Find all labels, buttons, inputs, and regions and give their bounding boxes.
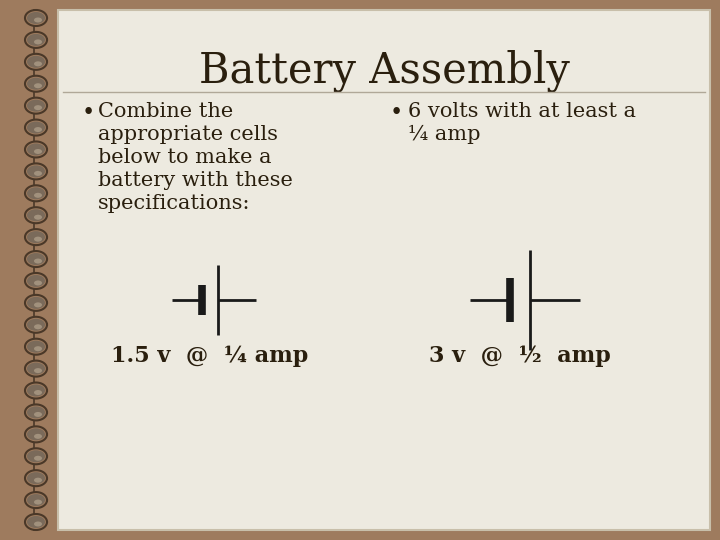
Ellipse shape (25, 10, 47, 26)
Ellipse shape (34, 193, 42, 198)
Ellipse shape (25, 251, 47, 267)
Ellipse shape (34, 522, 42, 526)
Ellipse shape (27, 516, 45, 528)
Ellipse shape (27, 12, 45, 24)
Text: 3 v  @  ½  amp: 3 v @ ½ amp (429, 345, 611, 367)
Ellipse shape (27, 384, 45, 396)
Text: Battery Assembly: Battery Assembly (199, 50, 570, 92)
Ellipse shape (34, 127, 42, 132)
Ellipse shape (27, 341, 45, 353)
Ellipse shape (34, 478, 42, 483)
Ellipse shape (25, 470, 47, 486)
Ellipse shape (25, 185, 47, 201)
Ellipse shape (25, 382, 47, 399)
Ellipse shape (27, 187, 45, 199)
Ellipse shape (25, 98, 47, 113)
Ellipse shape (25, 76, 47, 92)
Ellipse shape (34, 325, 42, 329)
Ellipse shape (34, 280, 42, 286)
Ellipse shape (25, 448, 47, 464)
Text: •: • (82, 102, 95, 124)
Ellipse shape (27, 100, 45, 112)
Ellipse shape (25, 361, 47, 376)
Ellipse shape (34, 259, 42, 264)
Ellipse shape (34, 62, 42, 66)
Ellipse shape (25, 207, 47, 223)
Ellipse shape (25, 427, 47, 442)
Ellipse shape (25, 119, 47, 136)
Text: •: • (390, 102, 403, 124)
Text: specifications:: specifications: (98, 194, 251, 213)
Ellipse shape (25, 339, 47, 355)
Ellipse shape (25, 229, 47, 245)
Ellipse shape (27, 34, 45, 46)
Ellipse shape (34, 456, 42, 461)
Ellipse shape (27, 275, 45, 287)
Ellipse shape (27, 319, 45, 331)
Ellipse shape (34, 149, 42, 154)
Ellipse shape (25, 164, 47, 179)
Text: 1.5 v  @  ¼ amp: 1.5 v @ ¼ amp (112, 345, 309, 367)
Text: appropriate cells: appropriate cells (98, 125, 278, 144)
Text: below to make a: below to make a (98, 148, 271, 167)
Ellipse shape (34, 215, 42, 220)
Ellipse shape (27, 122, 45, 133)
Text: 6 volts with at least a: 6 volts with at least a (408, 102, 636, 121)
Text: battery with these: battery with these (98, 171, 293, 190)
Ellipse shape (27, 78, 45, 90)
Ellipse shape (25, 404, 47, 421)
Ellipse shape (27, 428, 45, 440)
Ellipse shape (25, 273, 47, 289)
Ellipse shape (34, 302, 42, 307)
Text: Combine the: Combine the (98, 102, 233, 121)
Ellipse shape (25, 54, 47, 70)
Ellipse shape (25, 317, 47, 333)
Ellipse shape (27, 231, 45, 243)
Ellipse shape (34, 83, 42, 88)
Ellipse shape (34, 434, 42, 439)
Ellipse shape (34, 237, 42, 241)
Ellipse shape (34, 412, 42, 417)
Ellipse shape (27, 209, 45, 221)
Ellipse shape (34, 390, 42, 395)
Ellipse shape (27, 165, 45, 178)
Ellipse shape (25, 141, 47, 158)
Ellipse shape (34, 346, 42, 351)
Ellipse shape (27, 450, 45, 462)
Ellipse shape (27, 56, 45, 68)
Ellipse shape (27, 253, 45, 265)
Ellipse shape (34, 171, 42, 176)
FancyBboxPatch shape (58, 10, 710, 530)
Ellipse shape (34, 39, 42, 44)
Ellipse shape (25, 295, 47, 311)
Ellipse shape (25, 32, 47, 48)
Ellipse shape (25, 492, 47, 508)
Text: ¼ amp: ¼ amp (408, 125, 480, 144)
Ellipse shape (25, 514, 47, 530)
Ellipse shape (27, 494, 45, 506)
Ellipse shape (34, 17, 42, 23)
Ellipse shape (27, 144, 45, 156)
Ellipse shape (27, 297, 45, 309)
Ellipse shape (27, 472, 45, 484)
Ellipse shape (34, 500, 42, 504)
Ellipse shape (34, 105, 42, 110)
Ellipse shape (27, 407, 45, 418)
Ellipse shape (27, 362, 45, 375)
Ellipse shape (34, 368, 42, 373)
